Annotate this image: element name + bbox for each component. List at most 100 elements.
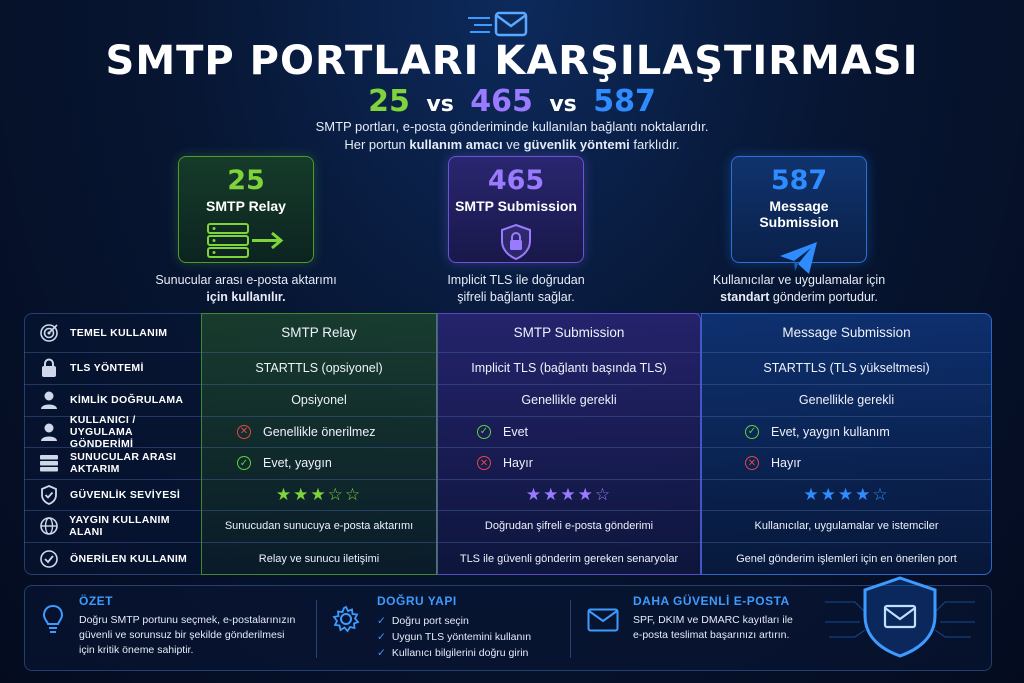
gear-icon [332, 605, 360, 633]
server-arrow-icon [207, 223, 284, 258]
row-label: GÜVENLİK SEVİYESİ [24, 484, 201, 506]
column-25-bg [201, 313, 437, 575]
cross-icon: ✕ [745, 456, 759, 470]
subtitle-line: SMTP portları, e-posta gönderiminde kull… [315, 119, 709, 134]
table-cell: Sunucudan sunucuya e-posta aktarımı [224, 520, 414, 532]
card-name: SMTP Relay [206, 198, 286, 214]
subtitle-text: ve [502, 137, 524, 152]
card-name: Message Submission [759, 198, 839, 230]
section-divider [316, 600, 317, 658]
vs-label: vs [426, 92, 454, 117]
table-row: KULLANICI / UYGULAMA GÖNDERİMİ ✕ Genellikl… [24, 414, 992, 450]
row-divider [24, 479, 992, 480]
label-line: KULLANICI / UYGULAMA [69, 413, 136, 438]
row-label: SUNUCULAR ARASI AKTARIM [24, 451, 201, 475]
summary-text: Doğru SMTP portunu seçmek, e-postalarını… [79, 614, 296, 626]
list-item: ✓ Uygun TLS yöntemini kullanın [377, 629, 577, 645]
table-row: GÜVENLİK SEVİYESİ ★★★☆☆ ★★★★☆ ★★★★☆ [24, 479, 992, 510]
paper-plane-icon [780, 242, 817, 274]
label-line: SUNUCULAR ARASI [70, 451, 177, 463]
subtitle-bold: kullanım amacı [409, 137, 503, 152]
table-cell: Implicit TLS (bağlantı başında TLS) [471, 361, 667, 375]
row-label-text: TLS YÖNTEMİ [70, 362, 144, 374]
check-icon: ✓ [377, 647, 386, 659]
row-label-text: SUNUCULAR ARASI AKTARIM [70, 451, 176, 475]
cell-text: Evet, yaygın kullanım [771, 424, 890, 439]
envelope-speed-icon [468, 11, 528, 37]
table-cell: Opsiyonel [291, 393, 347, 407]
table-cell: ✓ Evet [437, 424, 701, 439]
list-item-text: Doğru port seçin [391, 615, 469, 627]
column-587-bg [701, 313, 992, 575]
desc-line: Kullanıcılar ve uygulamalar için [712, 273, 886, 287]
subtitle-text: farklıdır. [629, 137, 680, 152]
lock-icon [38, 357, 60, 379]
vs-label: vs [549, 92, 577, 117]
table-cell: Message Submission [782, 325, 911, 340]
row-label: TEMEL KULLANIM [24, 322, 201, 344]
star-rating: ★★★☆☆ [201, 485, 437, 505]
port-465-label: 465 [470, 84, 533, 119]
summary-text: için kritik öneme sahiptir. [79, 644, 194, 656]
table-cell: ✕ Hayır [437, 456, 701, 470]
summary-text: güvenli ve sorunsuz bir şekilde gönderil… [79, 629, 285, 641]
check-icon: ✓ [377, 615, 386, 627]
check-icon: ✓ [237, 456, 251, 470]
cross-icon: ✕ [477, 456, 491, 470]
list-item-text: Uygun TLS yöntemini kullanın [391, 631, 532, 643]
card-description-465: Implicit TLS ile doğrudan şifreli bağlan… [386, 272, 646, 306]
table-cell: ✓ Evet, yaygın kullanım [701, 424, 992, 439]
subtitle-line: Her portun kullanım amacı ve güvenlik yö… [0, 136, 1024, 154]
row-label-text: KULLANICI / UYGULAMA GÖNDERİMİ [70, 414, 201, 450]
table-row: TEMEL KULLANIM SMTP Relay SMTP Submissio… [24, 313, 992, 352]
ports-heading: 25 vs 465 vs 587 [0, 84, 1024, 119]
table-row: YAYGIN KULLANIM ALANI Sunucudan sunucuya… [24, 510, 992, 542]
table-cell: STARTTLS (TLS yükseltmesi) [763, 361, 930, 375]
row-divider [24, 510, 992, 511]
list-item: ✓ Doğru port seçin [377, 613, 577, 629]
desc-bold: standart [720, 290, 770, 304]
table-cell: SMTP Relay [281, 325, 357, 340]
table-cell: Genel gönderim işlemleri için en önerile… [736, 552, 957, 565]
desc-text: gönderim portudur. [769, 290, 878, 304]
row-label-text: ÖNERİLEN KULLANIM [70, 552, 188, 565]
table-cell: Relay ve sunucu iletişimi [258, 552, 380, 565]
server-icon [38, 452, 60, 474]
row-label: ÖNERİLEN KULLANIM [24, 548, 201, 570]
list-item: ✓ Kullanıcı bilgilerini doğru girin [377, 645, 577, 661]
port-587-label: 587 [593, 84, 656, 119]
desc-line: için kullanılır. [206, 290, 286, 304]
stars: ★★★★☆ [525, 484, 613, 504]
cross-icon: ✕ [237, 424, 251, 439]
section-divider [570, 600, 571, 658]
star-rating: ★★★★☆ [701, 485, 992, 505]
row-label-text: TEMEL KULLANIM [70, 326, 168, 339]
table-cell: ✓ Evet, yaygın [201, 456, 437, 470]
port-card-25: 25 SMTP Relay [178, 156, 314, 263]
row-label: YAYGIN KULLANIM ALANI [24, 514, 201, 538]
shield-lock-icon [501, 223, 531, 261]
cell-text: Genellikle önerilmez [263, 424, 376, 439]
desc-line: Sunucular arası e-posta aktarımı [155, 273, 337, 287]
user-icon [38, 421, 60, 443]
card-description-25: Sunucular arası e-posta aktarımı için ku… [116, 272, 376, 306]
table-cell: TLS ile güvenli gönderim gereken senaryo… [459, 552, 679, 565]
port-25-label: 25 [368, 84, 410, 119]
table-cell: Genellikle gerekli [521, 393, 617, 407]
table-cell: Genellikle gerekli [798, 393, 895, 407]
correct-title: DOĞRU YAPI [377, 594, 457, 608]
list-item-text: Kullanıcı bilgilerini doğru girin [391, 647, 529, 659]
card-name: SMTP Submission [455, 198, 577, 214]
row-label-text: YAYGIN KULLANIM ALANI [69, 514, 170, 538]
desc-line: standart gönderim portudur. [669, 289, 929, 306]
table-row: KİMLİK DOĞRULAMA Opsiyonel Genellikle ge… [24, 384, 992, 416]
secure-text: SPF, DKIM ve DMARC kayıtları ile [633, 614, 793, 626]
summary-panel: ÖZET Doğru SMTP portunu seçmek, e-postal… [24, 576, 992, 671]
table-cell: SMTP Submission [513, 325, 625, 340]
row-label: TLS YÖNTEMİ [24, 357, 201, 379]
table-cell: Kullanıcılar, uygulamalar ve istemciler [754, 520, 939, 532]
desc-line: Implicit TLS ile doğrudan [447, 273, 585, 287]
check-circle-icon [38, 548, 60, 570]
card-number: 465 [487, 165, 545, 196]
card-number: 587 [770, 165, 828, 196]
